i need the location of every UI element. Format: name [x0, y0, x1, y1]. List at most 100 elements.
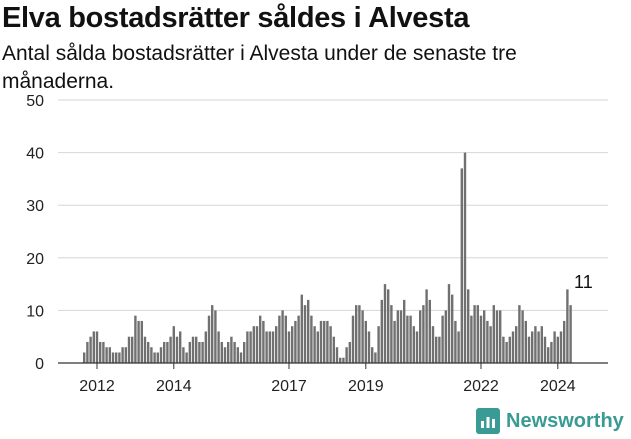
bar	[159, 347, 163, 363]
bar	[332, 336, 335, 363]
bar	[329, 326, 332, 363]
bar	[492, 305, 495, 363]
bar	[236, 347, 239, 363]
bar	[540, 326, 543, 363]
bar	[143, 336, 147, 363]
bar	[476, 305, 479, 363]
bar	[169, 336, 172, 363]
bar	[495, 310, 499, 363]
bar	[470, 315, 473, 363]
bar	[569, 305, 572, 363]
bar	[425, 289, 428, 363]
bar	[403, 299, 406, 363]
bar	[521, 310, 524, 363]
bar	[361, 310, 364, 363]
bar	[166, 341, 169, 363]
bar	[460, 168, 463, 363]
chart-subtitle: Antal sålda bostadsrätter i Alvesta unde…	[2, 42, 517, 93]
bar	[239, 352, 243, 363]
bar	[371, 347, 374, 363]
bar	[355, 305, 358, 363]
bar	[268, 331, 271, 363]
bar	[473, 305, 476, 363]
bar	[345, 347, 348, 363]
bar	[217, 331, 220, 363]
bar	[233, 341, 236, 363]
bar	[287, 331, 291, 363]
bar	[265, 331, 268, 363]
bar	[99, 341, 102, 363]
bar-chart-icon	[476, 408, 500, 434]
bar	[406, 315, 409, 363]
x-tick-label: 2017	[271, 378, 307, 395]
newsworthy-logo: Newsworthy	[476, 408, 624, 434]
bar	[303, 305, 307, 363]
y-tick-label: 40	[26, 146, 44, 163]
bar	[172, 326, 175, 363]
bar	[310, 315, 313, 363]
bar	[499, 310, 502, 363]
bar	[441, 315, 444, 363]
bar	[252, 326, 255, 363]
bar	[467, 289, 470, 363]
chart-title: Elva bostadsrätter såldes i Alvesta	[2, 2, 470, 34]
bar	[438, 336, 441, 363]
bar	[111, 352, 115, 363]
y-tick-label: 30	[26, 198, 44, 215]
y-tick-label: 10	[26, 303, 44, 320]
bar	[271, 331, 275, 363]
bar	[419, 310, 422, 363]
bar	[175, 336, 179, 363]
bar	[83, 352, 86, 363]
bar	[342, 357, 345, 363]
bar	[294, 320, 297, 363]
bar	[156, 352, 159, 363]
bar	[479, 315, 483, 363]
bar	[566, 289, 569, 363]
bar	[393, 320, 396, 363]
bar	[377, 326, 380, 363]
bar	[105, 347, 108, 363]
bar	[182, 347, 185, 363]
bar	[195, 336, 198, 363]
bar	[412, 326, 415, 363]
bar	[537, 331, 540, 363]
bar	[364, 320, 367, 363]
bar	[227, 341, 230, 363]
x-tick-label: 2014	[156, 378, 192, 395]
bar	[451, 294, 454, 363]
bar	[447, 284, 451, 363]
bar	[563, 320, 566, 363]
bar	[243, 341, 246, 363]
bar	[531, 331, 534, 363]
bar	[220, 341, 223, 363]
annotation-label: 11	[574, 272, 593, 292]
bar	[399, 310, 403, 363]
bar	[387, 289, 390, 363]
bar	[89, 336, 92, 363]
bar	[223, 347, 227, 363]
bar	[415, 331, 419, 363]
bar	[297, 315, 300, 363]
bar	[108, 347, 111, 363]
bar	[204, 331, 207, 363]
bar	[518, 305, 521, 363]
bar	[131, 336, 134, 363]
x-tick-label: 2024	[540, 378, 576, 395]
bar	[137, 320, 140, 363]
bar	[486, 320, 489, 363]
bar	[95, 331, 99, 363]
bar	[153, 352, 156, 363]
bar	[118, 352, 121, 363]
bar	[140, 320, 143, 363]
bar	[457, 331, 460, 363]
bar	[483, 310, 486, 363]
bar	[150, 347, 153, 363]
bar	[211, 305, 214, 363]
bar	[313, 326, 316, 363]
bar	[121, 347, 124, 363]
bar	[550, 341, 553, 363]
bar	[281, 310, 284, 363]
bar	[515, 326, 518, 363]
